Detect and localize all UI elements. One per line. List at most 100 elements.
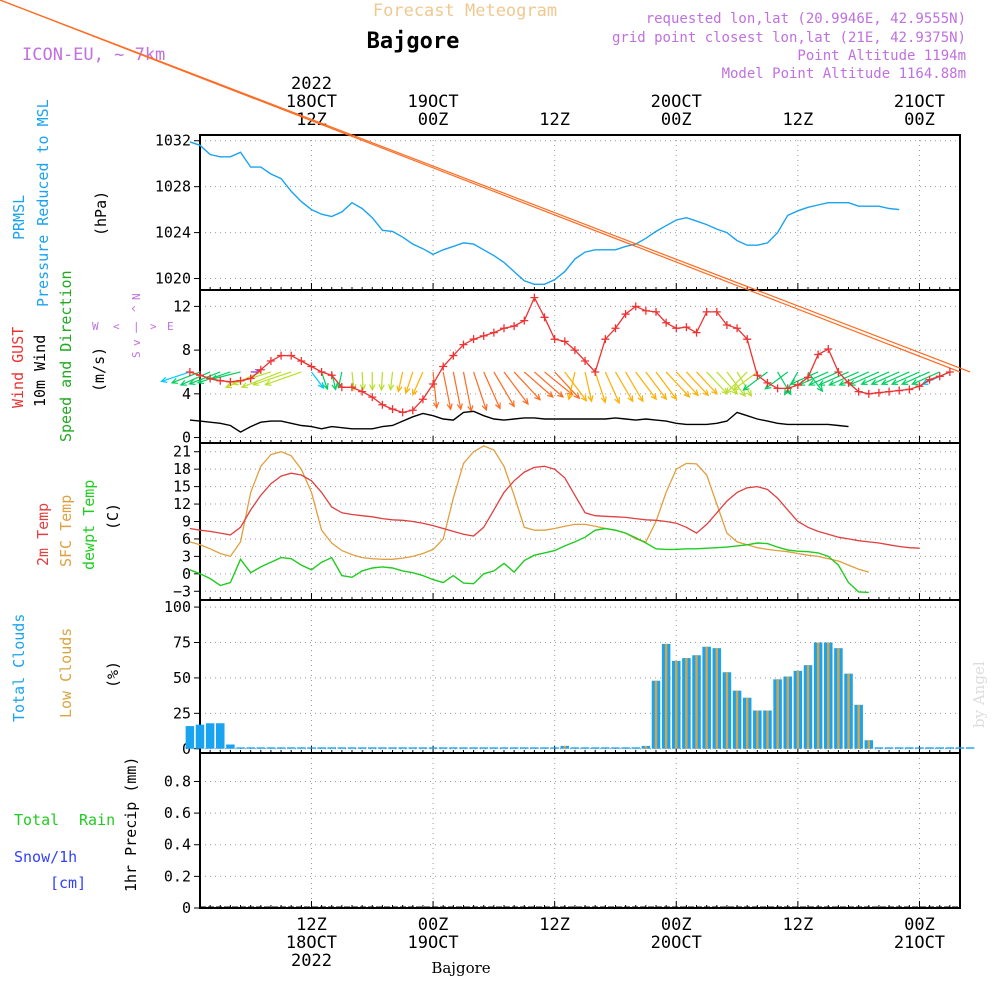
bottom-time-label: 00Z — [418, 915, 449, 935]
compass-down: v — [130, 339, 143, 346]
gust-marker — [479, 331, 488, 340]
top-time-label: 12Z — [783, 110, 814, 130]
total-cloud-bar — [611, 747, 620, 749]
wind-arrow-head — [739, 389, 746, 398]
wind-arrow-head — [481, 403, 488, 412]
wind-arrow-head — [160, 376, 168, 383]
precip-panel: 0 0.2 0.4 0.6 0.8 — [164, 752, 961, 917]
total-cloud-bar — [631, 747, 640, 749]
gust-marker — [408, 406, 417, 415]
wind-arrow — [584, 371, 593, 402]
wind-arrow — [483, 371, 501, 409]
total-cloud-bar — [935, 747, 944, 749]
temperature-ytick-label: 18 — [173, 460, 191, 478]
total-cloud-bar — [195, 724, 205, 749]
compass-left: < — [113, 320, 120, 333]
wind-arrow — [380, 371, 383, 390]
pressure-label-prmsl: PRMSL — [10, 195, 28, 240]
gust-marker — [581, 357, 590, 366]
total-cloud-bar — [530, 747, 539, 749]
precip-unit: 1hr Precip (mm) — [122, 757, 140, 892]
wind-panel: 0 4 8 12 — [173, 289, 961, 447]
wind-arrow — [625, 371, 644, 402]
compass-n: N — [130, 293, 143, 300]
total-cloud-bar — [509, 747, 519, 749]
wind-arrow — [901, 371, 930, 385]
model-altitude: Model Point Altitude 1164.88m — [722, 66, 966, 82]
wind-arrow-head — [807, 379, 816, 386]
top-time-label: 00Z — [661, 110, 692, 130]
total-cloud-bar — [580, 747, 590, 749]
wind-arrow — [743, 371, 768, 391]
wind-arrow — [635, 371, 657, 400]
gust-marker — [662, 318, 671, 327]
gust-marker — [510, 322, 519, 331]
wind-ytick-label: 0 — [182, 429, 191, 447]
wind-arrow — [405, 371, 414, 394]
gust-marker — [641, 306, 650, 315]
sfc-temp-line — [189, 445, 869, 573]
wind-arrow — [881, 371, 910, 385]
compass-bar: | — [133, 320, 140, 333]
gust-marker — [702, 307, 711, 316]
gust-marker — [287, 351, 296, 360]
clouds-ytick-label: 50 — [173, 669, 191, 687]
total-cloud-bar — [428, 747, 438, 749]
temperature-ytick-label: 0 — [182, 565, 191, 583]
wind-ytick-label: 12 — [173, 297, 191, 315]
gust-marker — [824, 345, 833, 354]
total-cloud-bar — [438, 747, 448, 749]
wind-arrows — [0, 0, 971, 413]
gust-marker — [611, 324, 620, 333]
wind-arrow-head — [369, 384, 376, 392]
wind-arrow-head — [179, 379, 187, 386]
wind-arrow — [764, 371, 789, 390]
gust-marker — [378, 400, 387, 409]
wind-gust-label: Wind GUST — [9, 327, 27, 408]
total-cloud-bar — [965, 747, 975, 749]
gust-marker — [935, 372, 944, 381]
gust-marker — [722, 320, 731, 329]
wind-unit: (m/s) — [90, 347, 108, 392]
wind-arrow — [861, 371, 890, 385]
wind-arrow — [442, 371, 452, 410]
wind-arrow-head — [557, 391, 565, 398]
temperature-labels: 2m Temp SFC Temp dewpt Temp (C) — [34, 480, 122, 570]
temperature-ytick-label: −3 — [173, 582, 191, 600]
wind-arrow — [310, 371, 324, 389]
bottom-time-label: 21OCT — [894, 933, 945, 953]
gust-marker — [327, 371, 336, 380]
wind-arrow — [736, 371, 752, 397]
wind-arrow — [493, 371, 515, 407]
pressure-ytick-label: 1020 — [155, 270, 191, 288]
top-time-label: 00Z — [904, 110, 935, 130]
cloud-bars — [185, 642, 975, 749]
total-cloud-bar — [307, 747, 316, 749]
wind-arrow-head — [670, 393, 678, 401]
gust-marker — [885, 387, 894, 396]
pressure-panel: 1020 1024 1028 1032 — [155, 132, 961, 291]
wind-arrow — [871, 371, 900, 385]
wind-arrow — [0, 0, 961, 373]
gust-marker — [793, 381, 802, 390]
wind-arrow-head — [404, 386, 411, 395]
low-cloud-bar — [806, 665, 810, 749]
total-cloud-bar — [905, 747, 914, 749]
total-cloud-bar — [570, 747, 580, 749]
total-cloud-bar — [236, 747, 245, 749]
temp-sfc-label: SFC Temp — [57, 495, 75, 567]
total-cloud-bar — [256, 747, 266, 749]
low-cloud-bar — [664, 643, 668, 749]
wind-arrow-head — [587, 395, 594, 403]
gust-markers — [185, 293, 954, 417]
wind-arrow-head — [731, 387, 739, 395]
wind-arrow-head — [264, 379, 272, 386]
gust-marker — [915, 382, 924, 391]
gust-marker — [256, 365, 265, 374]
gust-marker — [621, 310, 630, 319]
gust-marker — [925, 375, 934, 384]
low-cloud-bar — [776, 679, 779, 749]
wind-arrow — [0, 0, 971, 373]
wind-arrow-head — [196, 378, 205, 385]
